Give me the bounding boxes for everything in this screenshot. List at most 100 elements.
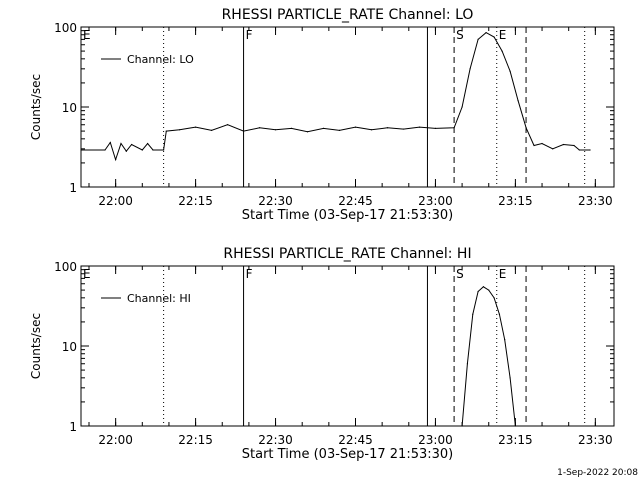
series-point [488, 289, 490, 291]
marker-label: E [83, 28, 91, 42]
series-line [81, 31, 590, 162]
series-point [541, 142, 543, 145]
y-tick-label: 10 [62, 101, 77, 115]
series-point [466, 363, 469, 365]
series-point [147, 142, 149, 145]
series-point [509, 70, 511, 72]
x-tick-label: 22:45 [338, 194, 373, 208]
marker-label: S [456, 28, 464, 42]
charts-group: RHESSI PARTICLE_RATE Channel: LO 1 10 100 22… [29, 7, 615, 462]
series-point [504, 339, 506, 341]
series-point [477, 290, 479, 293]
series-point [370, 129, 373, 131]
y-axis-label: Counts/sec [29, 74, 43, 140]
y-tick-label: 10 [62, 340, 77, 354]
series-point [120, 142, 122, 145]
series-point [80, 149, 82, 151]
series-point [493, 297, 495, 299]
marker-label: E [499, 28, 507, 42]
series-point [517, 100, 519, 102]
series-point [386, 127, 389, 129]
x-axis-label: Start Time (03-Sep-17 21:53:30) [242, 447, 453, 462]
plot-frame [80, 265, 615, 427]
chart-title: RHESSI PARTICLE_RATE Channel: LO [222, 7, 474, 23]
y-axis-label: Counts/sec [29, 313, 43, 379]
series-point [258, 127, 261, 129]
x-tick-label: 23:00 [418, 194, 453, 208]
y-tick-label: 100 [54, 21, 77, 35]
marker-label: S [456, 267, 464, 281]
x-tick-label: 23:15 [498, 194, 533, 208]
series-point [165, 130, 167, 132]
series-point [461, 425, 463, 427]
x-axis-label: Start Time (03-Sep-17 21:53:30) [242, 208, 453, 223]
marker-label: E [499, 267, 507, 281]
chart-panel: RHESSI PARTICLE_RATE Channel: HI 1 10 100 22… [29, 246, 615, 462]
series-point [477, 38, 479, 40]
series-point [485, 32, 487, 34]
series-point [226, 124, 229, 126]
x-tick-label: 22:45 [338, 433, 373, 447]
series-point [482, 286, 485, 288]
series-point [210, 129, 213, 131]
series-point [104, 149, 106, 151]
y-tick-label: 100 [54, 260, 77, 274]
series-point [469, 68, 471, 70]
chart-panel: RHESSI PARTICLE_RATE Channel: LO 1 10 100 22… [29, 7, 615, 223]
x-tick-label: 23:30 [578, 194, 613, 208]
plot-frame [80, 26, 615, 188]
x-tick-label: 23:15 [498, 433, 533, 447]
series-point [514, 425, 516, 427]
x-tick-label: 23:00 [418, 433, 453, 447]
series-point [242, 130, 245, 132]
series-point [562, 143, 564, 146]
series-point [578, 149, 580, 151]
series-point [498, 313, 501, 315]
series-point [552, 148, 554, 150]
series-point [573, 144, 575, 147]
series-point [163, 149, 165, 151]
series-point [290, 127, 293, 130]
series-point [589, 149, 591, 151]
series-point [418, 126, 421, 128]
series-point [109, 141, 111, 144]
series-point [152, 149, 154, 151]
series-point [434, 127, 437, 130]
x-tick-label: 22:00 [98, 194, 133, 208]
series-point [453, 127, 455, 129]
series-point [274, 129, 277, 131]
series-point [322, 127, 325, 130]
series-point [533, 144, 535, 147]
series-point [131, 143, 133, 146]
series-point [493, 36, 495, 38]
series-point [501, 50, 503, 52]
generation-timestamp: 1-Sep-2022 20:08 [557, 468, 638, 478]
series-point [141, 149, 143, 151]
x-tick-label: 22:00 [98, 433, 133, 447]
series-line [461, 286, 516, 427]
series-point [461, 106, 463, 108]
x-tick-label: 22:15 [178, 433, 213, 447]
series-point [525, 127, 527, 129]
y-tick-label: 1 [69, 181, 77, 195]
marker-label: F [246, 267, 253, 281]
series-point [472, 313, 474, 315]
x-tick-label: 22:30 [258, 433, 293, 447]
series-point [354, 126, 357, 128]
series-point [509, 377, 511, 379]
series-point [402, 128, 405, 130]
y-tick-label: 1 [69, 420, 77, 434]
series-point [194, 126, 197, 128]
series-point [338, 129, 341, 131]
series-point [115, 159, 117, 161]
chart-title: RHESSI PARTICLE_RATE Channel: HI [223, 246, 471, 262]
series-point [306, 131, 309, 133]
series-point [125, 150, 127, 152]
marker-label: E [83, 267, 91, 281]
series-point [179, 129, 181, 131]
x-tick-label: 23:30 [578, 433, 613, 447]
x-tick-label: 22:15 [178, 194, 213, 208]
legend-label: Channel: HI [127, 292, 191, 305]
marker-label: F [246, 28, 253, 42]
